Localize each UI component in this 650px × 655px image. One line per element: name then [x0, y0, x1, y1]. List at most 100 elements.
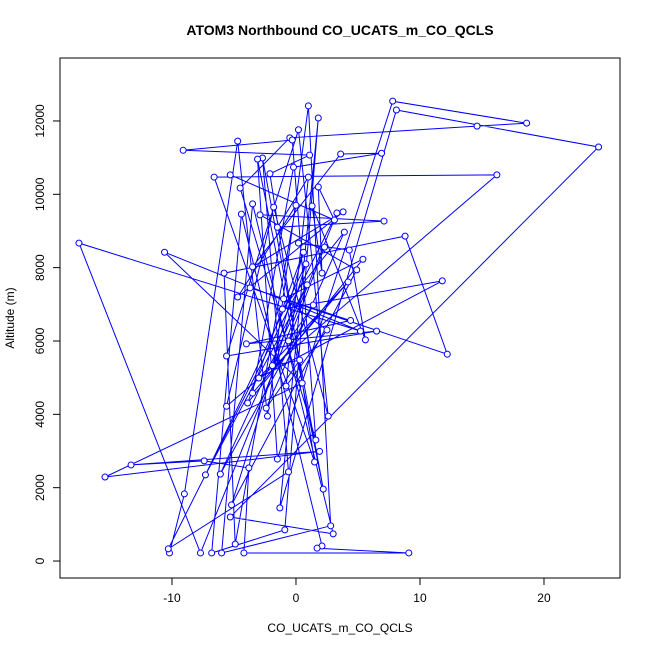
data-point: [401, 232, 409, 240]
data-point: [220, 269, 228, 277]
data-point: [208, 549, 216, 557]
data-point: [255, 374, 263, 382]
data-point: [223, 402, 231, 410]
data-point: [337, 150, 345, 158]
data-point: [405, 549, 413, 557]
data-point: [196, 549, 204, 557]
data-point: [226, 513, 234, 521]
data-point: [345, 246, 353, 254]
data-point: [285, 468, 293, 476]
data-point: [249, 263, 257, 271]
data-point: [263, 412, 271, 420]
data-point: [389, 97, 397, 105]
data-point: [227, 501, 235, 509]
data-point: [312, 436, 320, 444]
data-point: [179, 146, 187, 154]
data-point: [302, 260, 310, 268]
data-point: [443, 350, 451, 358]
data-point: [324, 412, 332, 420]
data-point: [473, 122, 481, 130]
data-point: [296, 356, 304, 364]
data-point: [273, 223, 281, 231]
data-point: [223, 352, 231, 360]
data-point: [344, 278, 352, 286]
data-point: [280, 295, 288, 303]
data-point: [306, 151, 314, 159]
data-point: [316, 447, 324, 455]
y-tick-label: 4000: [33, 401, 47, 428]
data-point: [330, 216, 338, 224]
chart-title: ATOM3 Northbound CO_UCATS_m_CO_QCLS: [186, 22, 493, 38]
y-tick-label: 0: [33, 557, 47, 564]
data-point: [289, 163, 297, 171]
data-point: [299, 248, 307, 256]
data-point: [236, 184, 244, 192]
data-point: [292, 201, 300, 209]
data-point: [254, 155, 262, 163]
y-axis-label: Altitude (m): [3, 287, 17, 348]
data-point: [231, 540, 239, 548]
y-tick-label: 6000: [33, 327, 47, 354]
data-point: [276, 504, 284, 512]
data-point: [246, 284, 254, 292]
data-point: [294, 126, 302, 134]
y-tick-label: 2000: [33, 474, 47, 501]
data-point: [304, 173, 312, 181]
data-point: [319, 485, 327, 493]
data-point: [245, 464, 253, 472]
data-point: [200, 457, 208, 465]
x-tick-label: 10: [413, 591, 427, 605]
data-point: [127, 461, 135, 469]
data-point: [237, 210, 245, 218]
plot-frame: [59, 57, 621, 579]
data-point: [347, 316, 355, 324]
data-point: [320, 243, 328, 251]
data-point: [523, 119, 531, 127]
y-tick-label: 12000: [33, 104, 47, 138]
data-point: [75, 239, 83, 247]
data-point: [309, 301, 317, 309]
data-point: [373, 327, 381, 335]
data-point: [314, 183, 322, 191]
data-point: [249, 200, 257, 208]
data-point: [378, 149, 386, 157]
data-point: [249, 389, 257, 397]
data-point: [210, 173, 218, 181]
data-point: [356, 327, 364, 335]
data-point: [270, 203, 278, 211]
data-point: [285, 337, 293, 345]
data-point: [311, 458, 319, 466]
data-point: [101, 473, 109, 481]
data-point: [318, 269, 326, 277]
x-tick-label: -10: [163, 591, 181, 605]
y-tick-label: 10000: [33, 177, 47, 211]
data-point: [380, 217, 388, 225]
data-point: [242, 340, 250, 348]
data-point: [161, 248, 169, 256]
data-point: [314, 114, 322, 122]
data-point: [282, 382, 290, 390]
data-point: [359, 255, 367, 263]
data-point: [244, 399, 252, 407]
y-tick-label: 8000: [33, 254, 47, 281]
data-point: [201, 471, 209, 479]
data-point: [333, 209, 341, 217]
data-point: [340, 228, 348, 236]
data-point: [268, 362, 276, 370]
data-point: [313, 544, 321, 552]
x-axis-label: CO_UCATS_m_CO_QCLS: [267, 621, 412, 635]
data-point: [266, 170, 274, 178]
x-tick-label: 20: [537, 591, 551, 605]
data-point: [281, 526, 289, 534]
data-point: [164, 545, 172, 553]
data-point: [273, 455, 281, 463]
data-point: [493, 171, 501, 179]
data-point: [288, 136, 296, 144]
data-point: [278, 305, 286, 313]
data-point: [240, 549, 248, 557]
data-point: [438, 277, 446, 285]
data-point: [392, 106, 400, 114]
data-point: [304, 102, 312, 110]
